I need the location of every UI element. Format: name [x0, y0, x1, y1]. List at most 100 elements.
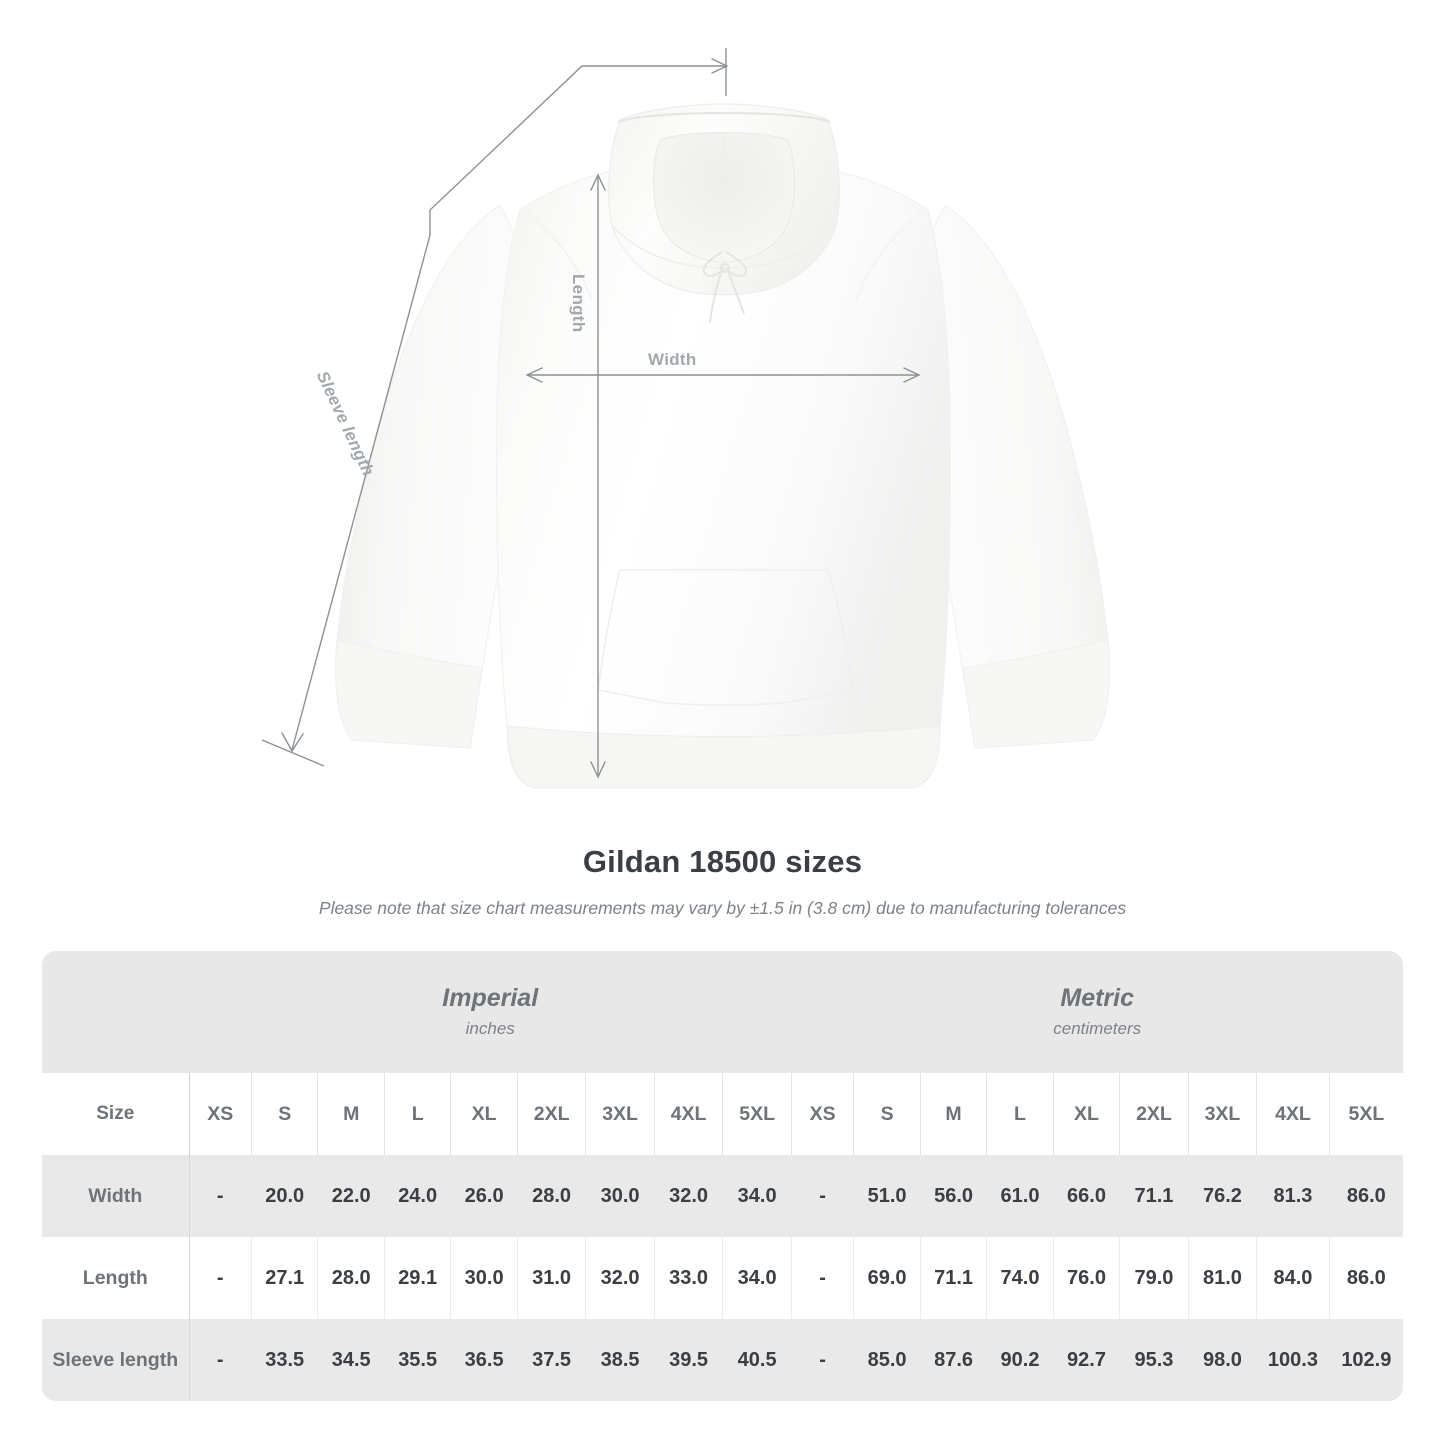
table-row: Width - 20.0 22.0 24.0 26.0 28.0 30.0 32… — [42, 1155, 1403, 1237]
cell-width-imp-1: 20.0 — [251, 1155, 319, 1237]
cell-length-imp-5: 31.0 — [517, 1237, 587, 1319]
width-arrow-head-left — [525, 367, 543, 383]
table-row: Length - 27.1 28.0 29.1 30.0 31.0 32.0 3… — [42, 1237, 1403, 1319]
header-size-met-7: 4XL — [1256, 1073, 1330, 1155]
cell-length-met-2: 71.1 — [920, 1237, 988, 1319]
header-size-met-1: S — [853, 1073, 921, 1155]
page-title: Gildan 18500 sizes — [582, 844, 863, 879]
cell-width-met-2: 56.0 — [920, 1155, 988, 1237]
cell-sleeve-met-6: 98.0 — [1188, 1319, 1258, 1401]
header-size-imp-4: XL — [450, 1073, 518, 1155]
size-table-container: Imperial inches Metric centimeters Size … — [0, 919, 1445, 1401]
cell-sleeve-imp-4: 36.5 — [450, 1319, 518, 1401]
size-chart-table: Imperial inches Metric centimeters Size … — [42, 951, 1403, 1401]
unit-header-row: Imperial inches Metric centimeters — [42, 951, 1403, 1073]
header-size-imp-2: M — [317, 1073, 385, 1155]
sleeve-arrow-head-top — [711, 58, 729, 74]
tolerance-note: Please note that size chart measurements… — [318, 898, 1127, 918]
cell-length-imp-7: 33.0 — [654, 1237, 724, 1319]
unit-metric-name: Metric — [1060, 983, 1135, 1012]
header-size-imp-0: XS — [189, 1073, 252, 1155]
size-header-row: Size XS S M L XL 2XL 3XL 4XL 5XL XS S M … — [42, 1073, 1403, 1155]
cell-length-imp-3: 29.1 — [384, 1237, 452, 1319]
cell-length-met-0: - — [790, 1237, 855, 1319]
measurement-lines — [261, 48, 921, 779]
title-block: Gildan 18500 sizes Please note that size… — [0, 830, 1445, 919]
cell-length-imp-8: 34.0 — [722, 1237, 792, 1319]
cell-width-met-6: 76.2 — [1188, 1155, 1258, 1237]
row-label-width: Width — [42, 1155, 190, 1237]
unit-imperial-name: Imperial — [442, 983, 539, 1012]
header-size-label: Size — [42, 1073, 190, 1155]
table-row: Sleeve length - 33.5 34.5 35.5 36.5 37.5… — [42, 1319, 1403, 1401]
cell-sleeve-met-2: 87.6 — [920, 1319, 988, 1401]
cell-sleeve-imp-3: 35.5 — [384, 1319, 452, 1401]
cell-width-imp-3: 24.0 — [384, 1155, 452, 1237]
cell-sleeve-imp-1: 33.5 — [251, 1319, 319, 1401]
cell-sleeve-imp-2: 34.5 — [317, 1319, 385, 1401]
cell-sleeve-met-4: 92.7 — [1053, 1319, 1121, 1401]
cell-width-met-7: 81.3 — [1256, 1155, 1330, 1237]
cell-width-met-8: 86.0 — [1329, 1155, 1403, 1237]
hoodie-body — [335, 103, 1110, 789]
cell-length-met-3: 74.0 — [986, 1237, 1054, 1319]
row-label-length: Length — [42, 1237, 190, 1319]
header-size-imp-7: 4XL — [654, 1073, 724, 1155]
drawstring-bow — [702, 251, 748, 323]
cell-sleeve-imp-7: 39.5 — [654, 1319, 724, 1401]
garment-diagram: Length Width Sleeve length — [261, 48, 1110, 789]
width-arrow-head-right — [903, 367, 921, 383]
cell-sleeve-met-5: 95.3 — [1119, 1319, 1189, 1401]
unit-metric-sub: centimeters — [1053, 1019, 1142, 1039]
header-size-imp-6: 3XL — [585, 1073, 655, 1155]
cell-sleeve-met-0: - — [790, 1319, 855, 1401]
hoodie-illustration — [261, 48, 1110, 789]
cell-length-met-5: 79.0 — [1119, 1237, 1189, 1319]
length-label: Length — [569, 274, 588, 333]
cell-sleeve-imp-5: 37.5 — [517, 1319, 587, 1401]
row-label-sleeve-length: Sleeve length — [42, 1319, 190, 1401]
cell-length-imp-6: 32.0 — [585, 1237, 655, 1319]
header-size-met-3: L — [986, 1073, 1054, 1155]
cell-sleeve-imp-6: 38.5 — [585, 1319, 655, 1401]
length-arrow-head-bottom — [590, 761, 606, 779]
cell-length-imp-4: 30.0 — [450, 1237, 518, 1319]
cell-width-met-5: 71.1 — [1119, 1155, 1189, 1237]
length-arrow-head-top — [590, 173, 606, 191]
header-size-imp-3: L — [384, 1073, 452, 1155]
cell-width-imp-7: 32.0 — [654, 1155, 724, 1237]
cell-sleeve-met-1: 85.0 — [853, 1319, 921, 1401]
sleeve-length-leader — [291, 65, 726, 751]
cell-width-imp-2: 22.0 — [317, 1155, 385, 1237]
cell-length-imp-0: - — [189, 1237, 252, 1319]
cell-width-met-3: 61.0 — [986, 1155, 1054, 1237]
cell-sleeve-imp-0: - — [189, 1319, 252, 1401]
cell-length-met-6: 81.0 — [1188, 1237, 1258, 1319]
sleeve-tick-bottom — [261, 739, 325, 767]
cell-width-imp-8: 34.0 — [722, 1155, 792, 1237]
cell-length-met-4: 76.0 — [1053, 1237, 1121, 1319]
header-size-met-4: XL — [1053, 1073, 1121, 1155]
cell-width-imp-5: 28.0 — [517, 1155, 587, 1237]
cell-width-imp-4: 26.0 — [450, 1155, 518, 1237]
unit-header-imperial: Imperial inches — [189, 951, 792, 1073]
cell-length-met-1: 69.0 — [853, 1237, 921, 1319]
cell-length-imp-2: 28.0 — [317, 1237, 385, 1319]
cell-width-met-1: 51.0 — [853, 1155, 921, 1237]
unit-header-spacer-left — [42, 951, 190, 1073]
header-size-met-8: 5XL — [1329, 1073, 1403, 1155]
cell-sleeve-met-8: 102.9 — [1329, 1319, 1403, 1401]
cell-length-met-7: 84.0 — [1256, 1237, 1330, 1319]
cell-length-met-8: 86.0 — [1329, 1237, 1403, 1319]
cell-width-met-0: - — [790, 1155, 855, 1237]
header-size-met-2: M — [920, 1073, 988, 1155]
cell-width-imp-6: 30.0 — [585, 1155, 655, 1237]
header-size-met-6: 3XL — [1188, 1073, 1258, 1155]
cell-sleeve-met-7: 100.3 — [1256, 1319, 1330, 1401]
header-size-imp-1: S — [251, 1073, 319, 1155]
cell-sleeve-met-3: 90.2 — [986, 1319, 1054, 1401]
unit-header-metric: Metric centimeters — [791, 951, 1403, 1073]
header-size-met-5: 2XL — [1119, 1073, 1189, 1155]
cell-width-imp-0: - — [189, 1155, 252, 1237]
cell-sleeve-imp-8: 40.5 — [722, 1319, 792, 1401]
